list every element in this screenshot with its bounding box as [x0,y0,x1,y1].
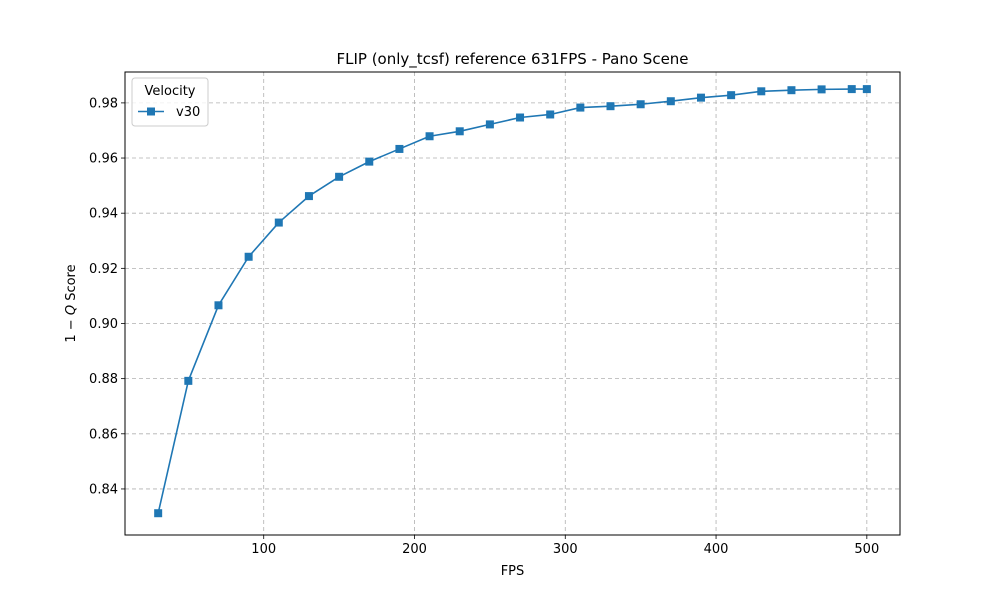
data-point-v30 [365,157,374,166]
x-tick-label: 300 [553,542,578,557]
data-point-v30 [244,252,253,261]
legend-marker-v30 [147,107,155,116]
data-point-v30 [817,85,826,94]
plot-area-frame [124,71,901,536]
data-point-v30 [847,85,856,94]
y-tick-label: 0.94 [89,207,118,222]
legend: Velocity v30 [131,77,209,127]
data-point-v30 [516,113,525,122]
x-axis: 100 200 300 400 500 [251,535,879,557]
y-tick-label: 0.84 [89,482,118,497]
legend-title: Velocity [145,84,196,99]
data-point-v30 [606,102,615,111]
data-point-v30 [727,91,736,100]
y-tick-label: 0.88 [89,372,118,387]
data-point-v30 [274,218,283,227]
y-axis-label-var: Q [64,305,79,315]
y-tick-label: 0.98 [89,96,118,111]
x-tick-label: 200 [402,542,427,557]
y-axis: 0.84 0.86 0.88 0.90 0.92 0.94 0.96 0.98 [89,96,125,497]
chart-title: FLIP (only_tcsf) reference 631FPS - Pano… [336,50,688,69]
series-markers [154,85,871,518]
data-point-v30 [636,100,645,109]
y-tick-label: 0.92 [89,262,118,277]
data-point-v30 [696,93,705,102]
data-point-v30 [576,103,585,112]
data-point-v30 [184,376,193,385]
data-point-v30 [546,110,555,119]
data-point-v30 [335,172,344,181]
data-point-v30 [425,132,434,141]
data-point-v30 [214,301,223,310]
x-tick-label: 400 [704,542,729,557]
data-point-v30 [862,85,871,94]
x-tick-label: 500 [854,542,879,557]
data-point-v30 [455,127,464,136]
y-axis-label-prefix: 1 − [64,315,79,342]
y-tick-label: 0.96 [89,152,118,167]
data-point-v30 [395,144,404,153]
data-point-v30 [485,120,494,129]
x-axis-label: FPS [501,564,525,579]
legend-label-v30: v30 [176,105,200,120]
x-tick-label: 100 [251,542,276,557]
y-tick-label: 0.90 [89,317,118,332]
data-point-v30 [154,509,163,518]
y-axis-label: 1 − Q Score [64,264,79,342]
data-point-v30 [787,86,796,95]
y-tick-label: 0.86 [89,427,118,442]
data-point-v30 [304,192,313,201]
y-axis-label-suffix: Score [64,264,79,305]
grid [125,72,900,535]
data-point-v30 [666,97,675,106]
data-point-v30 [757,87,766,96]
